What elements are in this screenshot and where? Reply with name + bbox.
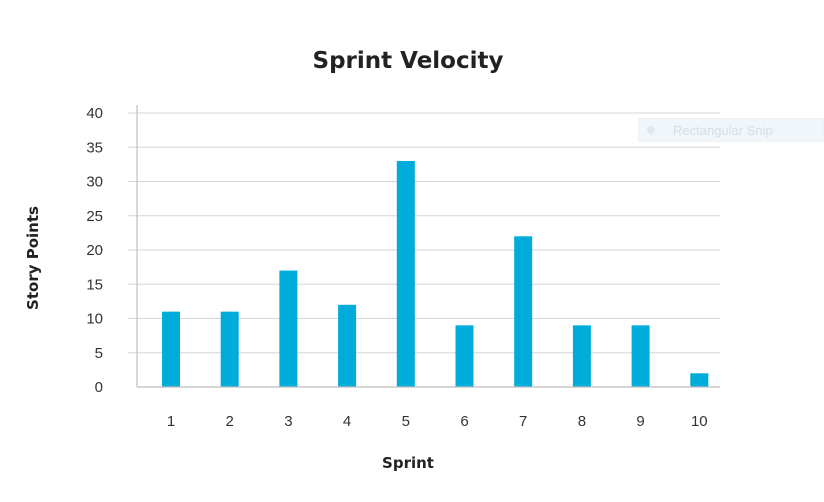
y-tick-label: 25 bbox=[86, 208, 103, 225]
snip-overlay: Rectangular Snip bbox=[638, 118, 824, 142]
bar-sprint-6 bbox=[455, 325, 474, 387]
chart-title: Sprint Velocity bbox=[313, 48, 504, 74]
bar-sprint-2 bbox=[220, 311, 239, 387]
y-tick-label: 10 bbox=[86, 311, 103, 328]
bars bbox=[162, 160, 709, 387]
x-tick-label: 9 bbox=[636, 413, 644, 430]
y-tick-label: 30 bbox=[86, 174, 103, 191]
y-tick-label: 20 bbox=[86, 242, 103, 259]
y-tick-label: 15 bbox=[86, 276, 103, 293]
x-tick-label: 6 bbox=[460, 413, 468, 430]
y-tick-label: 35 bbox=[86, 139, 103, 156]
bar-sprint-4 bbox=[338, 304, 357, 387]
x-tick-label: 7 bbox=[519, 413, 527, 430]
bar-sprint-10 bbox=[690, 373, 709, 387]
x-tick-label: 10 bbox=[691, 413, 708, 430]
x-tick-label: 3 bbox=[284, 413, 292, 430]
bar-sprint-7 bbox=[514, 236, 533, 387]
x-axis-ticks: 1 2 3 4 5 6 7 8 9 10 bbox=[167, 413, 708, 430]
x-tick-label: 4 bbox=[343, 413, 351, 430]
x-axis-title: Sprint bbox=[382, 454, 434, 472]
x-tick-label: 5 bbox=[402, 413, 410, 430]
y-axis-title: Story Points bbox=[24, 206, 42, 310]
snip-overlay-label: Rectangular Snip bbox=[673, 122, 773, 138]
gridlines bbox=[128, 112, 720, 354]
y-tick-label: 40 bbox=[86, 105, 103, 122]
bar-sprint-8 bbox=[572, 325, 591, 387]
bar-sprint-5 bbox=[396, 160, 415, 387]
bar-sprint-1 bbox=[162, 311, 180, 387]
bar-sprint-9 bbox=[631, 325, 650, 387]
x-tick-label: 8 bbox=[578, 413, 586, 430]
y-tick-label: 0 bbox=[95, 379, 103, 396]
x-tick-label: 2 bbox=[226, 413, 234, 430]
x-tick-label: 1 bbox=[167, 413, 175, 430]
y-tick-label: 5 bbox=[95, 345, 103, 362]
bar-sprint-3 bbox=[279, 270, 298, 387]
snip-icon bbox=[647, 126, 655, 134]
y-axis-ticks: 0 5 10 15 20 25 30 35 40 bbox=[86, 105, 103, 396]
